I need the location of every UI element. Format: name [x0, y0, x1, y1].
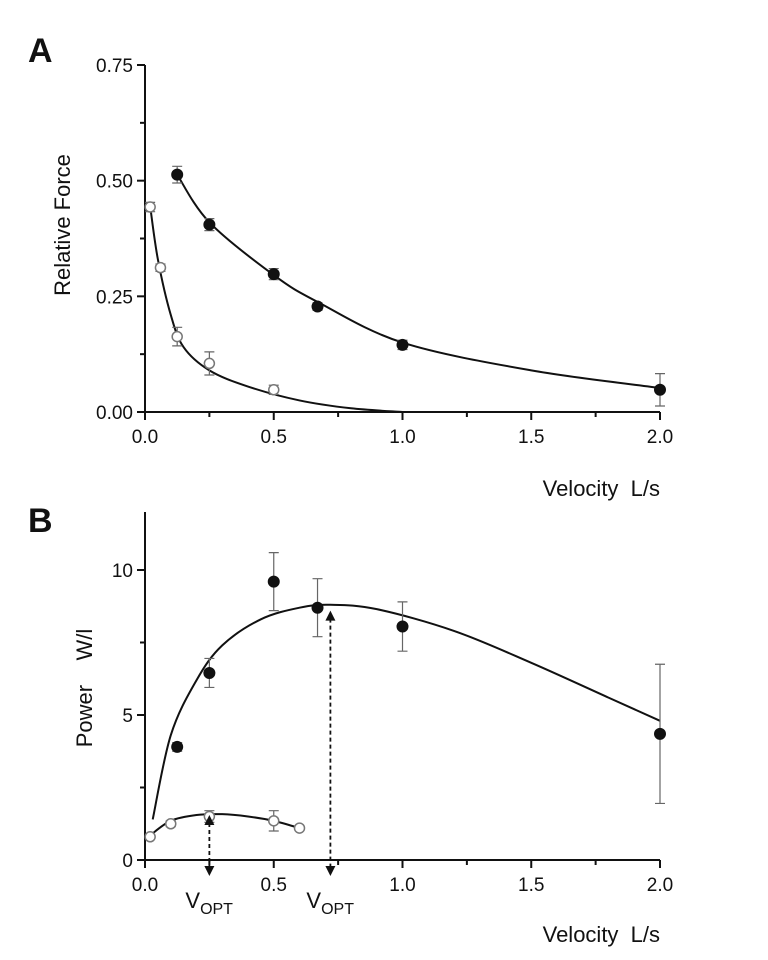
panel-b-point-open	[165, 818, 177, 830]
panel-b: B 0.0 0.5 1.0 1.5 2.0 0 5 10 VOPT VOPT Power W/l…	[28, 502, 673, 947]
panel-a-point-filled	[396, 338, 409, 351]
panel-a-point-filled	[311, 300, 324, 313]
panel-b-point-open	[293, 822, 306, 834]
panel-b-x-axis-label: Velocity L/s	[543, 922, 660, 947]
panel-a-y-tick-label: 0.50	[96, 172, 133, 193]
panel-b-point-open	[268, 815, 280, 827]
panel-b-y-tick-label: 0	[122, 851, 133, 872]
vopt-label: VOPT	[185, 888, 233, 918]
panel-b-x-tick-label: 2.0	[647, 875, 673, 896]
panel-b-point-filled	[267, 575, 280, 588]
panel-a-fit-curve-filled	[176, 174, 661, 389]
panel-b-label: B	[28, 502, 53, 540]
panel-b-point-filled	[654, 727, 666, 740]
vopt-label: VOPT	[306, 888, 354, 918]
panel-b-x-tick-label: 0.5	[261, 875, 287, 896]
panel-a-point-filled	[654, 383, 666, 396]
panel-a-y-axis-label: Relative Force	[50, 154, 75, 296]
panel-b-y-tick-label: 10	[112, 561, 133, 582]
vopt-arrow-head-down	[325, 866, 336, 876]
panel-a-point-open	[268, 384, 280, 396]
panel-b-y-axis-label: Power W/l	[72, 629, 97, 748]
panel-b-point-filled	[396, 620, 409, 633]
panel-a-point-filled	[171, 168, 184, 181]
panel-b-fit-curve-filled	[151, 603, 661, 820]
panel-a-x-tick-label: 1.5	[518, 427, 544, 448]
panel-a-x-tick-label: 1.0	[389, 427, 415, 448]
panel-a-label: A	[28, 32, 53, 70]
panel-b-point-filled	[171, 740, 184, 753]
panel-a-y-tick-label: 0.75	[96, 56, 133, 77]
panel-a-point-open	[154, 261, 167, 274]
panel-a-x-tick-label: 0.5	[261, 427, 287, 448]
vopt-arrow-head-up	[204, 815, 215, 826]
vopt-arrow-head-down	[204, 866, 215, 876]
panel-a-point-filled	[267, 268, 280, 281]
panel-a-fit-curve-open	[149, 205, 403, 413]
panel-b-x-tick-label: 1.5	[518, 875, 544, 896]
panel-a-point-open	[203, 357, 216, 370]
panel-a-x-tick-label: 0.0	[132, 427, 158, 448]
vopt-arrow-head-up	[325, 610, 336, 621]
panel-a-x-tick-label: 2.0	[647, 427, 673, 448]
panel-a-y-tick-label: 0.00	[96, 403, 133, 424]
panel-b-x-tick-label: 0.0	[132, 875, 158, 896]
panel-b-point-filled	[203, 666, 216, 679]
panel-a-y-tick-label: 0.25	[96, 287, 133, 308]
panel-a-x-axis-label: Velocity L/s	[543, 476, 660, 501]
panel-b-x-tick-label: 1.0	[389, 875, 415, 896]
panel-b-point-filled	[311, 601, 324, 614]
panel-a: A 0.0 0.5 1.0 1.5 2.0 0.00 0.25 0.50 0.75 Relati…	[28, 32, 673, 501]
panel-b-point-open	[144, 831, 156, 843]
panel-a-point-open	[144, 201, 156, 213]
panel-b-y-tick-label: 5	[122, 706, 133, 727]
panel-a-point-open	[171, 330, 183, 343]
panel-a-point-filled	[203, 218, 216, 231]
